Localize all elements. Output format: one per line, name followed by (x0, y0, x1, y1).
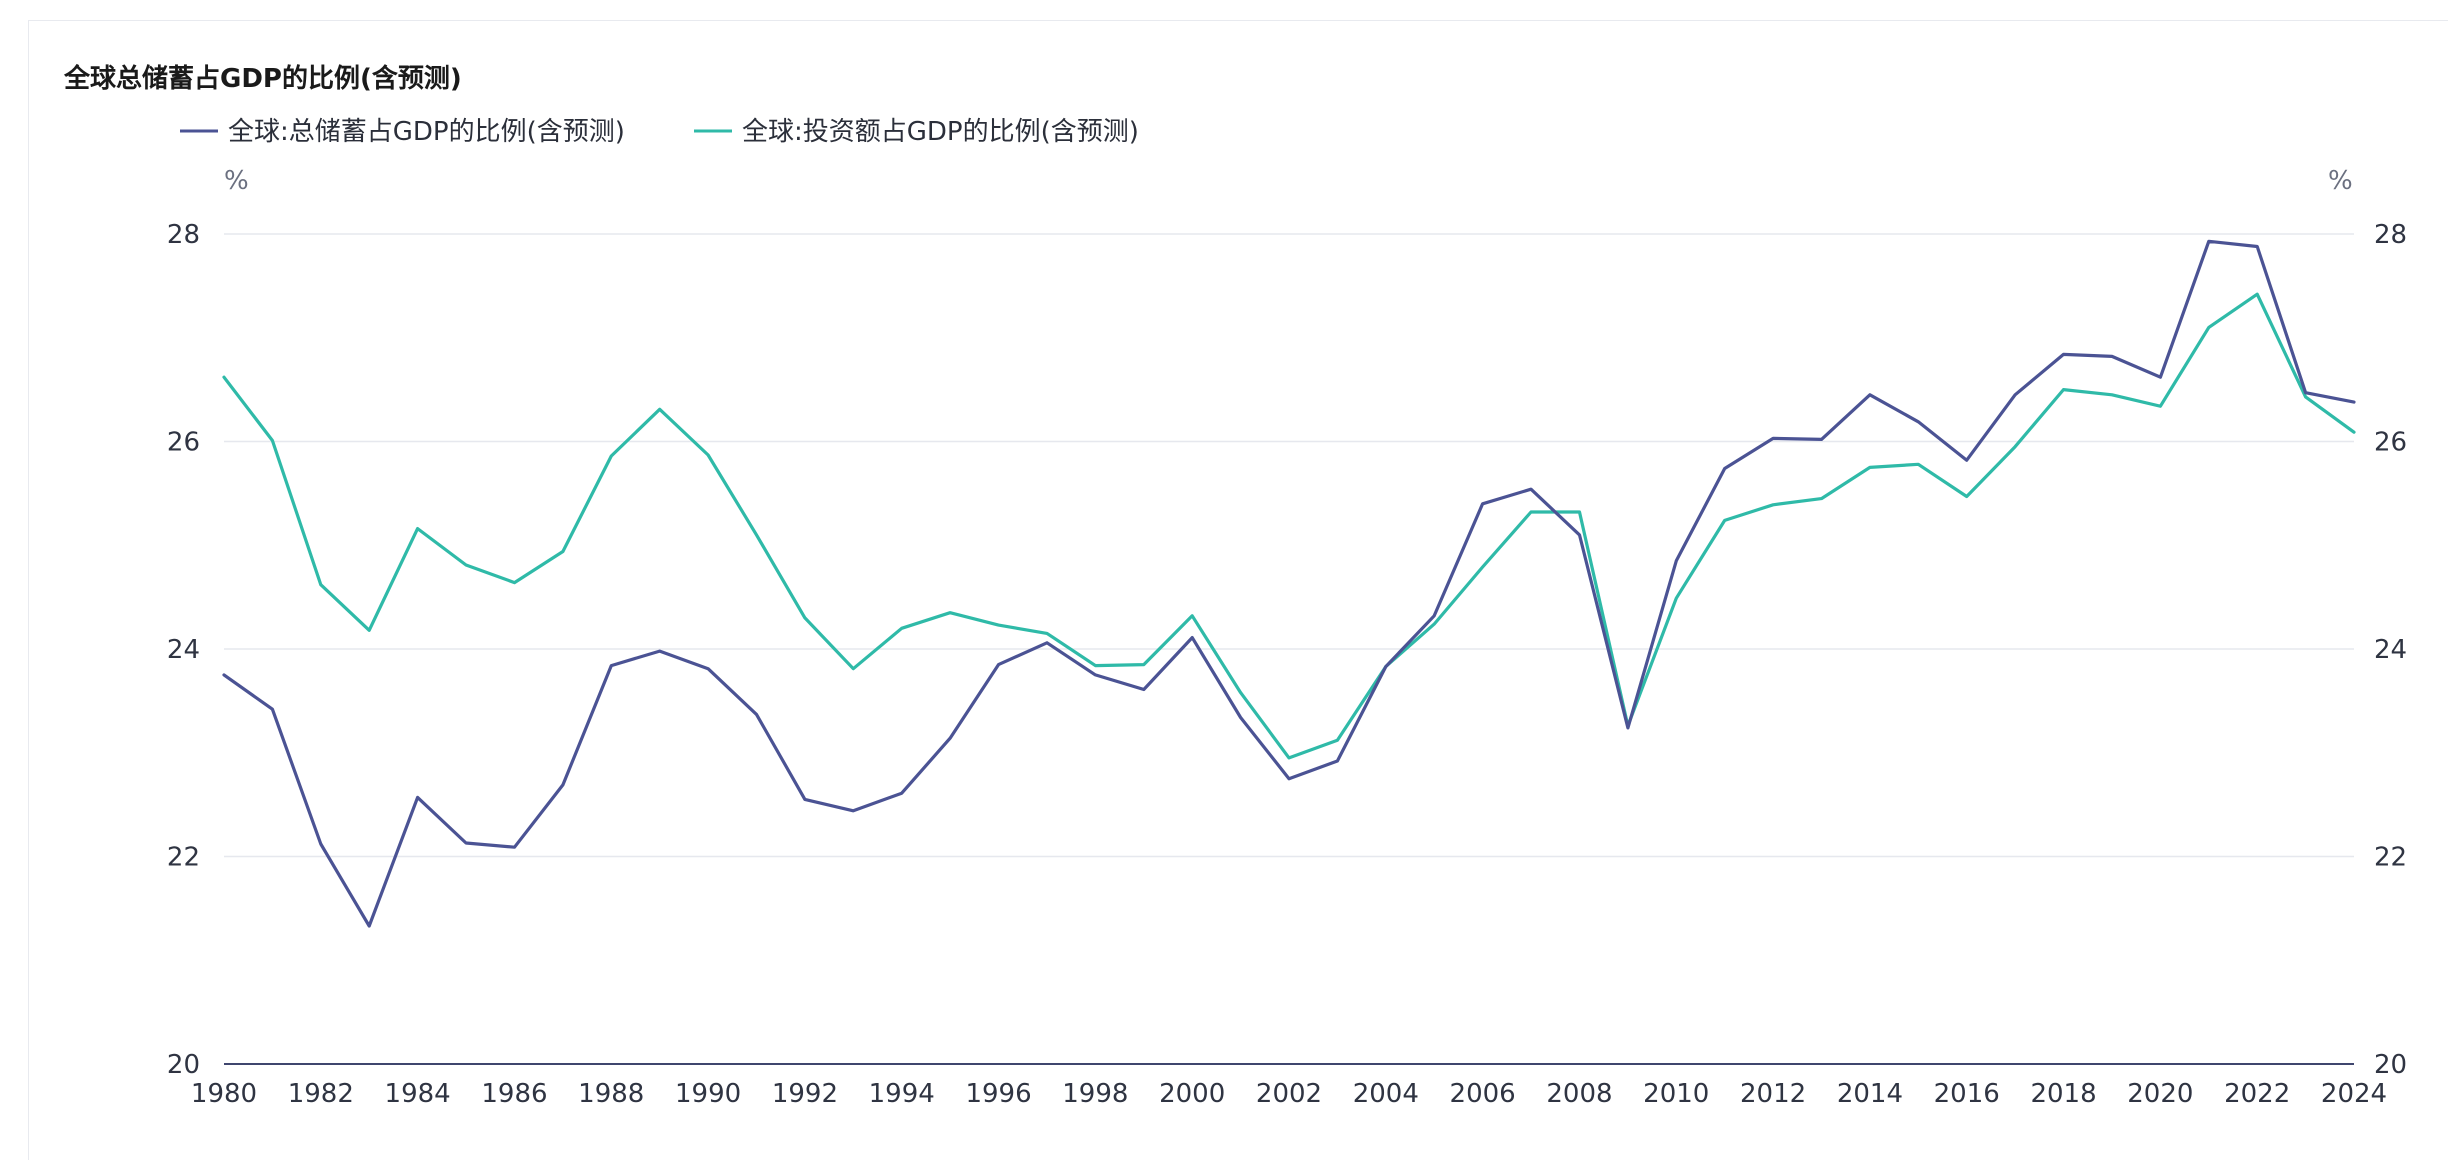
y-tick-label-right: 24 (2374, 635, 2407, 665)
x-tick-label: 1996 (965, 1079, 1031, 1109)
series-lines (222, 239, 2356, 928)
x-tick-label: 2006 (1450, 1079, 1516, 1109)
x-tick-label: 1992 (772, 1079, 838, 1109)
y-axis-right: 20 22 24 26 28 (2374, 220, 2407, 1080)
y-axis-left: 20 22 24 26 28 (167, 220, 200, 1080)
x-tick-label: 1986 (481, 1079, 547, 1109)
y-tick-label-right: 26 (2374, 428, 2407, 458)
x-tick-label: 1988 (578, 1079, 644, 1109)
y-tick-label-left: 26 (167, 428, 200, 458)
x-tick-label: 2016 (1934, 1079, 2000, 1109)
x-tick-label: 2002 (1256, 1079, 1322, 1109)
x-tick-label: 1994 (869, 1079, 935, 1109)
x-tick-label: 1984 (385, 1079, 451, 1109)
y-unit-left: % (224, 166, 249, 196)
x-tick-label: 2022 (2224, 1079, 2290, 1109)
x-tick-label: 2014 (1837, 1079, 1903, 1109)
x-tick-label: 2008 (1546, 1079, 1612, 1109)
x-tick-label: 2012 (1740, 1079, 1806, 1109)
legend-label-investment: 全球:投资额占GDP的比例(含预测) (742, 117, 1139, 147)
y-tick-label-right: 22 (2374, 843, 2407, 873)
y-tick-label-right: 20 (2374, 1050, 2407, 1080)
y-tick-label-left: 22 (167, 843, 200, 873)
y-tick-label-left: 20 (167, 1050, 200, 1080)
series-line-savings[interactable] (222, 239, 2356, 928)
x-tick-label: 1990 (675, 1079, 741, 1109)
x-tick-label: 2000 (1159, 1079, 1225, 1109)
legend-item-savings[interactable]: 全球:总储蓄占GDP的比例(含预测) (180, 117, 625, 147)
x-tick-label: 1980 (191, 1079, 257, 1109)
x-tick-label: 1998 (1062, 1079, 1128, 1109)
chart-card (28, 20, 2448, 1160)
line-chart: 全球:总储蓄占GDP的比例(含预测) 全球:投资额占GDP的比例(含预测) % … (167, 117, 2407, 1109)
legend-label-savings: 全球:总储蓄占GDP的比例(含预测) (228, 117, 625, 147)
y-unit-right: % (2328, 166, 2353, 196)
chart-title: 全球总储蓄占GDP的比例(含预测) (64, 64, 462, 94)
x-tick-label: 1982 (288, 1079, 354, 1109)
x-tick-label: 2020 (2127, 1079, 2193, 1109)
x-tick-label: 2018 (2030, 1079, 2096, 1109)
y-tick-label-right: 28 (2374, 220, 2407, 250)
x-tick-label: 2004 (1353, 1079, 1419, 1109)
x-tick-label: 2010 (1643, 1079, 1709, 1109)
x-tick-label: 2024 (2321, 1079, 2387, 1109)
y-tick-label-left: 28 (167, 220, 200, 250)
series-line-investment[interactable] (222, 292, 2356, 760)
y-tick-label-left: 24 (167, 635, 200, 665)
legend-item-investment[interactable]: 全球:投资额占GDP的比例(含预测) (694, 117, 1139, 147)
grid-lines (224, 233, 2354, 1065)
legend: 全球:总储蓄占GDP的比例(含预测) 全球:投资额占GDP的比例(含预测) (180, 117, 1139, 147)
x-axis: 1980 1982 1984 1986 1988 1990 1992 1994 1996 1998… (191, 1079, 2387, 1109)
